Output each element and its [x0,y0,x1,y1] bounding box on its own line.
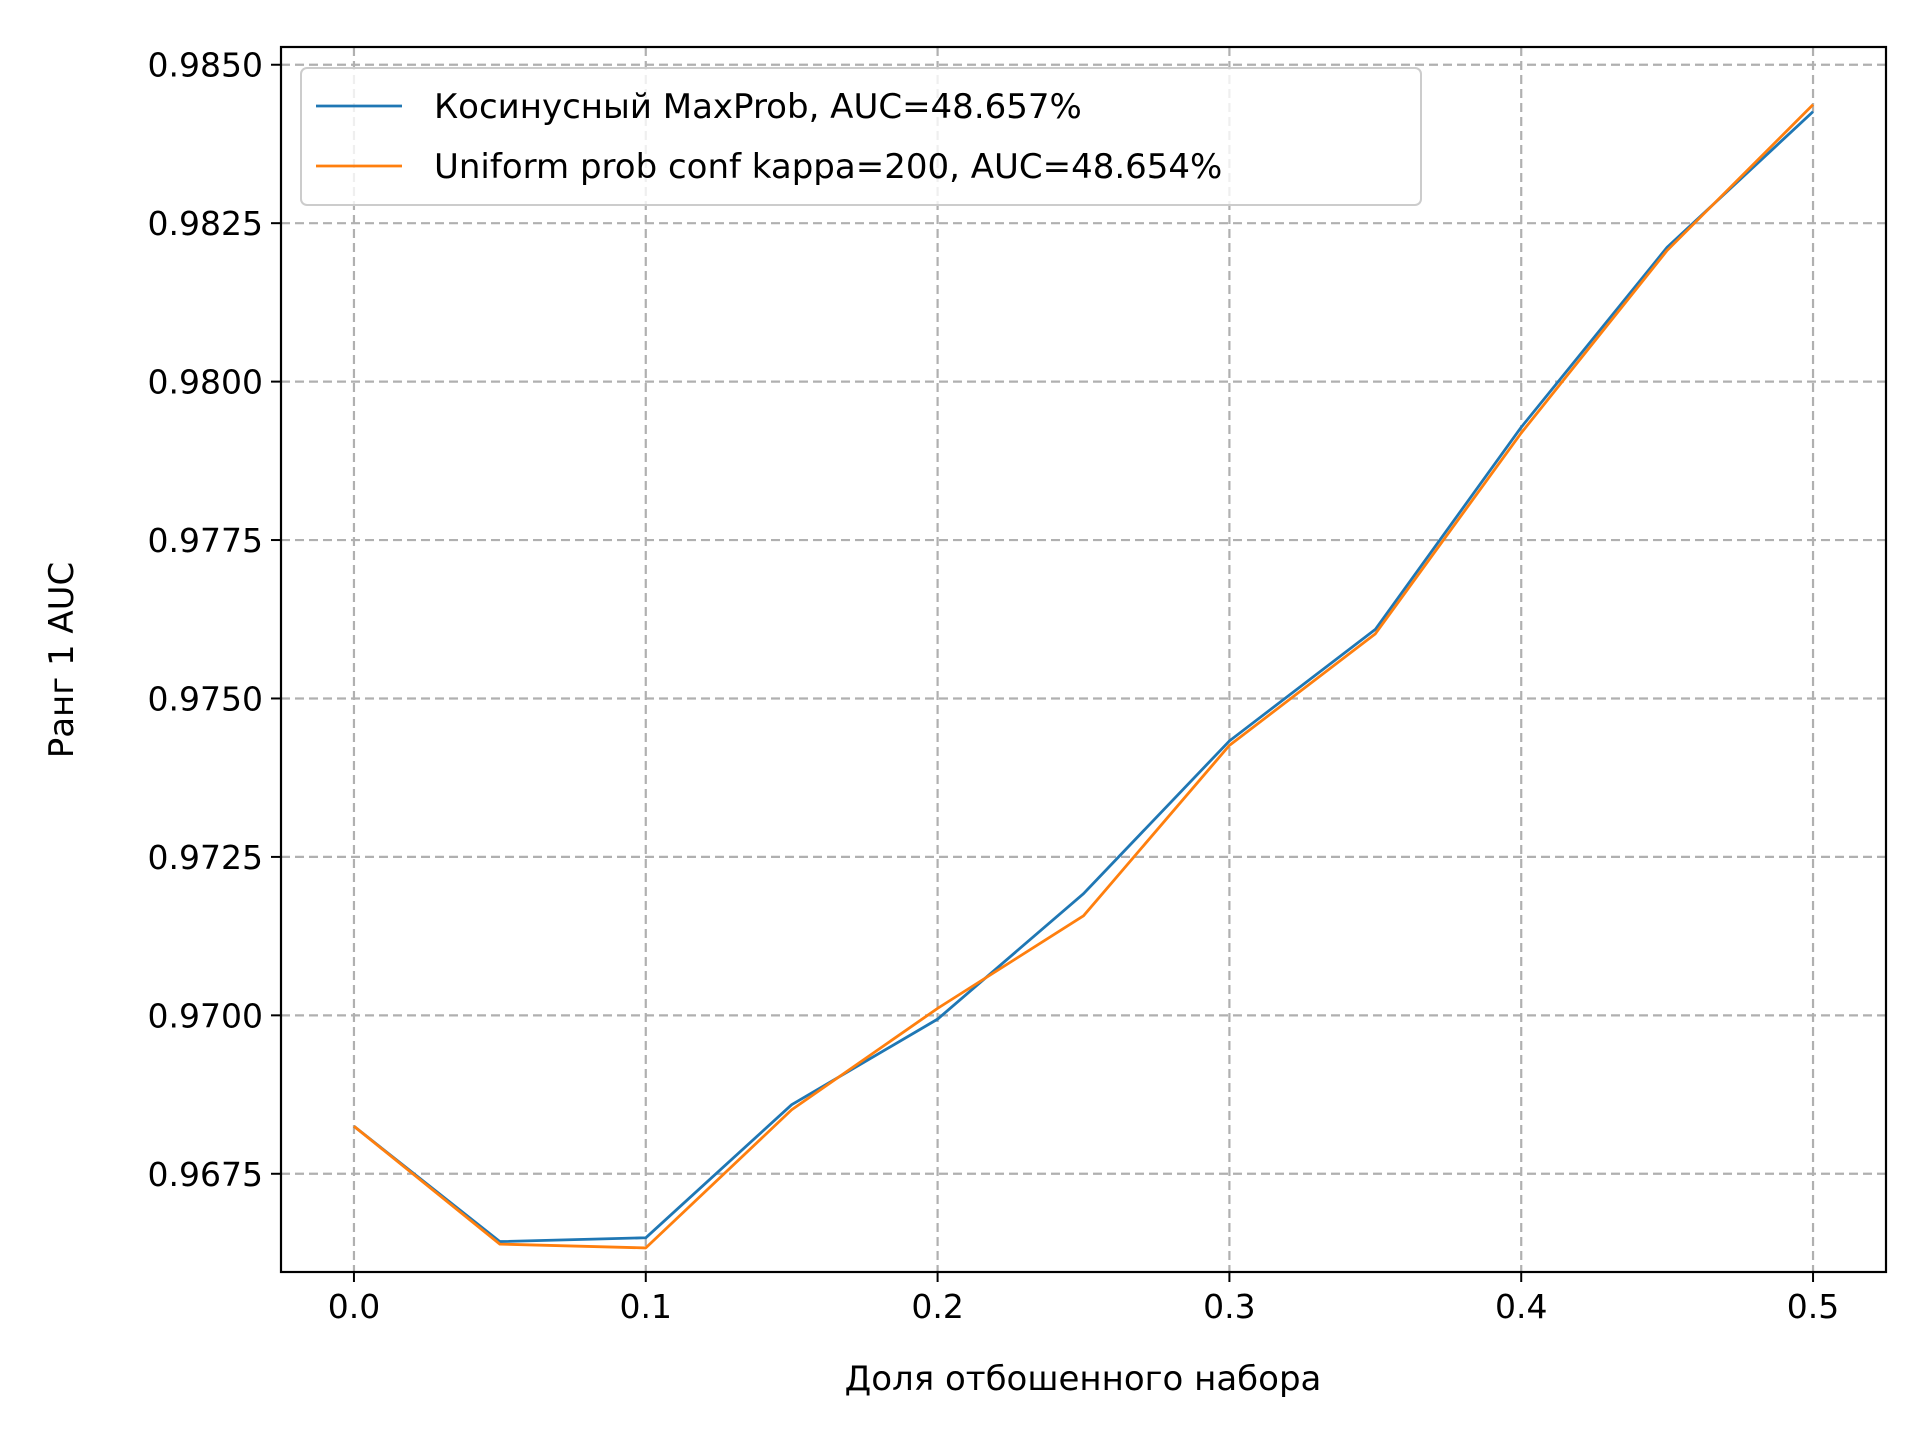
plot-frame [279,45,1888,1274]
y-axis-label: Ранг 1 AUC [42,562,82,759]
legend: Косинусный MaxProb, AUC=48.657% Uniform p… [300,67,1422,206]
y-tick-label: 0.9850 [148,46,263,85]
legend-box [300,67,1422,206]
x-axis-label: Доля отбошенного набора [845,1359,1322,1399]
x-tick-label: 0.0 [328,1287,380,1326]
grid [281,47,1886,1272]
y-tick-label: 0.9800 [148,363,263,402]
x-tick-label: 0.4 [1495,1287,1547,1326]
y-tick-label: 0.9700 [148,996,263,1035]
x-tick-label: 0.1 [620,1287,672,1326]
legend-label-2: Uniform prob conf kappa=200, AUC=48.654% [434,147,1222,187]
y-tick-label: 0.9725 [148,838,263,877]
y-tick-label: 0.9775 [148,521,263,560]
series-lines [353,103,1815,1250]
y-tick-label: 0.9750 [148,679,263,718]
series-line-2 [353,103,1815,1250]
x-tick-label: 0.2 [911,1287,963,1326]
axis-ticks: 0.0 0.1 0.2 0.3 0.4 0.5 0.9675 0.9700 0.9725 0.97… [148,46,1840,1326]
x-tick-label: 0.5 [1787,1287,1839,1326]
x-tick-label: 0.3 [1203,1287,1255,1326]
series-line-1 [353,110,1815,1243]
y-tick-label: 0.9825 [148,204,263,243]
y-tick-label: 0.9675 [148,1155,263,1194]
legend-label-1: Косинусный MaxProb, AUC=48.657% [434,87,1082,127]
